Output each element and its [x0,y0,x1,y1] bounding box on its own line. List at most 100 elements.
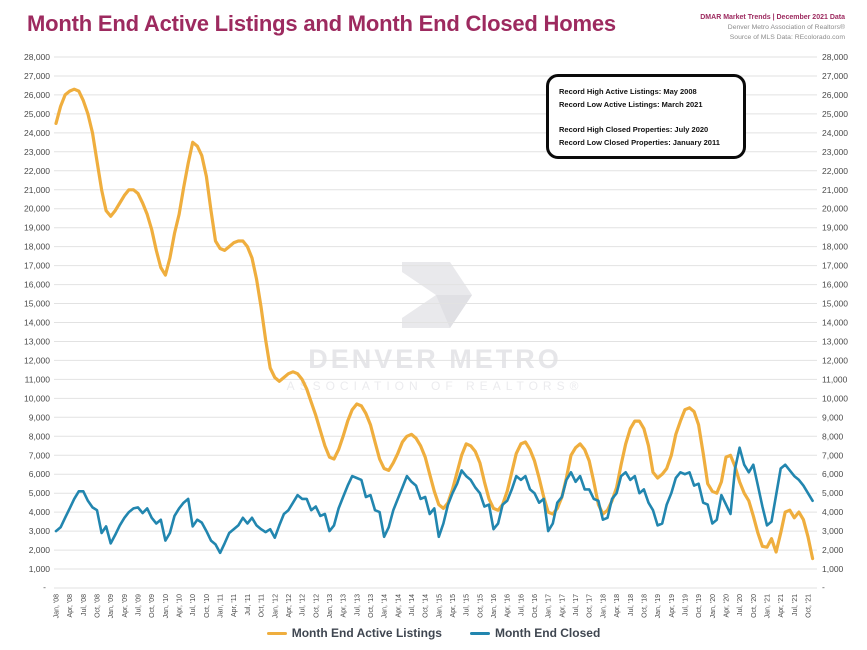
y-axis-label-right: 10,000 [822,393,848,403]
x-axis-label: Jul, '13 [354,594,361,616]
y-axis-label-left: 26,000 [24,90,50,100]
x-axis-label: Apr, '20 [723,594,730,618]
x-axis-label: Apr, '08 [67,594,74,618]
x-axis-label: Jul, '15 [464,594,471,616]
y-axis-label-left: 23,000 [24,147,50,157]
y-axis-zero-right: - [822,582,825,592]
y-axis-label-left: 12,000 [24,355,50,365]
x-axis-label: Apr, '13 [341,594,348,618]
y-axis-label-right: 24,000 [822,128,848,138]
y-axis-label-left: 27,000 [24,71,50,81]
y-axis-label-right: 18,000 [822,242,848,252]
x-axis-label: Jan, '12 [272,594,279,618]
y-axis-label-right: 15,000 [822,299,848,309]
y-axis-label-left: 21,000 [24,185,50,195]
y-axis-label-right: 7,000 [822,450,844,460]
watermark-subtitle: ASSOCIATION OF REALTORS® [286,379,584,393]
report-meta-association: Denver Metro Association of Realtors® [727,24,845,31]
y-axis-label-right: 20,000 [822,204,848,214]
x-axis-label: Jul, '08 [81,594,88,616]
watermark-title: DENVER METRO [308,344,562,374]
x-axis-label: Oct, '18 [641,594,648,618]
y-axis-label-right: 1,000 [822,564,844,574]
y-axis-label-left: 16,000 [24,280,50,290]
x-axis-label: Apr, '15 [450,594,457,618]
y-axis-zero-left: - [43,582,46,592]
closed-line-swatch [469,631,490,636]
y-axis-label-left: 18,000 [24,242,50,252]
y-axis-label-right: 26,000 [822,90,848,100]
x-axis-label: Apr, '09 [122,594,129,618]
y-axis-label-left: 3,000 [29,526,51,536]
x-axis-label: Jan, '09 [108,594,115,618]
x-axis-label: Jul, '16 [518,594,525,616]
x-axis-label: Apr, '10 [177,594,184,618]
x-axis-label: Oct, '14 [423,594,430,618]
x-axis-label: Oct, '08 [95,594,102,618]
x-axis-label: Oct, '16 [532,594,539,618]
x-axis-label: Apr, '21 [778,594,785,618]
legend-label-closed: Month End Closed [494,626,601,640]
y-axis-label-left: 9,000 [29,412,51,422]
record-low-active: Record Low Active Listings: March 2021 [559,100,703,109]
y-axis-label-right: 2,000 [822,545,844,555]
x-axis-label: Jan, '19 [655,594,662,618]
closed-line [54,446,814,555]
x-axis-label: Jul, '09 [136,594,143,616]
y-axis-label-left: 19,000 [24,223,50,233]
x-axis-label: Apr, '14 [395,594,402,618]
x-axis-label: Jul, '18 [628,594,635,616]
watermark: DENVER METRO ASSOCIATION OF REALTORS® [250,262,620,393]
record-active-group: Record High Active Listings: May 2008 Re… [559,85,737,111]
y-axis-label-left: 4,000 [29,507,51,517]
y-axis-label-left: 1,000 [29,564,51,574]
y-axis-label-left: 14,000 [24,318,50,328]
y-axis-label-left: 6,000 [29,469,51,479]
y-axis-label-right: 3,000 [822,526,844,536]
record-closed-group: Record High Closed Properties: July 2020… [559,123,737,149]
y-axis-label-left: 22,000 [24,166,50,176]
x-axis-label: Apr, '19 [669,594,676,618]
y-axis-label-left: 28,000 [24,52,50,62]
x-axis-label: Jul, '10 [190,594,197,616]
x-axis-label: Oct, '20 [751,594,758,618]
x-axis-label: Apr, '11 [231,594,238,617]
y-axis-label-right: 13,000 [822,337,848,347]
y-axis-label-right: 8,000 [822,431,844,441]
record-low-closed: Record Low Closed Properties: January 20… [559,138,720,147]
y-axis-label-left: 15,000 [24,299,50,309]
y-axis-label-left: 2,000 [29,545,51,555]
x-axis-label: Apr, '16 [505,594,512,618]
x-axis-label: Jul, '20 [737,594,744,616]
y-axis-label-right: 12,000 [822,355,848,365]
y-axis-label-right: 17,000 [822,261,848,271]
x-axis-label: Jan, '21 [764,594,771,618]
y-axis-label-right: 23,000 [822,147,848,157]
x-axis-label: Jul, '19 [682,594,689,616]
legend-item-closed: Month End Closed [469,626,601,640]
x-axis-label: Oct, '19 [696,594,703,618]
x-axis-label: Jan, '13 [327,594,334,618]
y-axis-label-right: 9,000 [822,412,844,422]
x-axis-label: Jul, '14 [409,594,416,616]
y-axis-label-right: 5,000 [822,488,844,498]
x-axis-label: Apr, '17 [559,594,566,618]
x-axis-label: Jan, '16 [491,594,498,618]
y-axis-label-left: 5,000 [29,488,51,498]
y-axis-label-right: 11,000 [822,374,848,384]
y-axis-label-right: 19,000 [822,223,848,233]
x-axis-label: Jul, '17 [573,594,580,616]
x-axis-label: Jan, '14 [382,594,389,618]
x-axis-label: Apr, '18 [614,594,621,618]
x-axis-label: Oct, '11 [259,594,266,617]
page-title: Month End Active Listings and Month End … [27,11,616,36]
x-axis-label: Jan, '10 [163,594,170,618]
y-axis-label-left: 11,000 [25,374,51,384]
legend-label-active-listings: Month End Active Listings [291,626,442,640]
y-axis-label-left: 24,000 [24,128,50,138]
y-axis-label-right: 25,000 [822,109,848,119]
y-axis-label-right: 14,000 [822,318,848,328]
x-axis-label: Oct, '21 [806,594,813,618]
x-axis-label: Jul, '12 [300,594,307,616]
